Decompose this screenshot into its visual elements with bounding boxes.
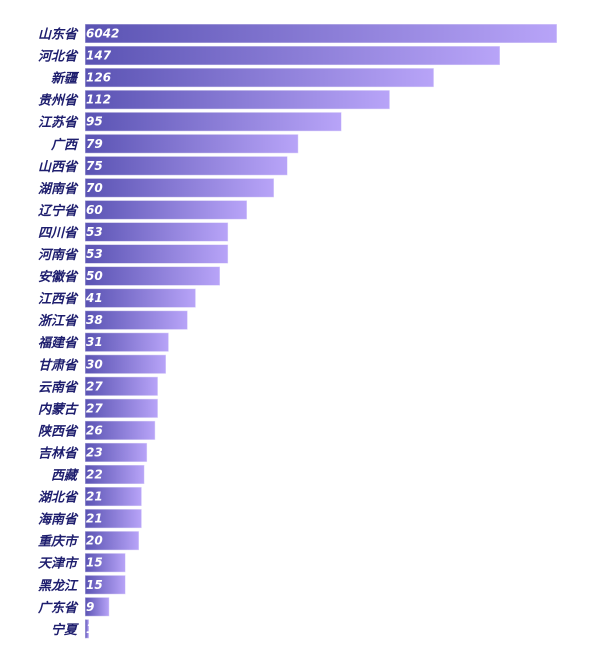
bar <box>84 618 90 639</box>
bar <box>84 354 167 375</box>
value-label: 26 <box>86 423 103 437</box>
value-label: 75 <box>86 159 103 173</box>
category-label: 黑龙江 <box>38 578 79 594</box>
bar <box>84 464 145 485</box>
category-label: 江苏省 <box>38 115 79 131</box>
bar <box>84 111 342 132</box>
value-label: 126 <box>86 71 111 85</box>
category-label: 广东省 <box>37 600 79 616</box>
category-label: 湖北省 <box>38 490 79 506</box>
value-label: 15 <box>86 556 103 570</box>
value-label: 53 <box>86 225 103 239</box>
value-label: 38 <box>86 313 103 327</box>
bar <box>84 574 126 595</box>
value-label: 27 <box>86 379 103 393</box>
category-label: 陕西省 <box>38 423 79 439</box>
category-label: 西藏 <box>51 468 80 484</box>
value-label: 60 <box>86 203 103 217</box>
bar <box>84 244 229 264</box>
category-label: 四川省 <box>38 225 79 241</box>
value-label: 1 <box>86 622 94 636</box>
value-label: 6042 <box>86 27 119 41</box>
category-label: 河南省 <box>38 247 79 263</box>
value-label: 21 <box>86 490 103 504</box>
bar <box>84 398 159 419</box>
bar <box>84 332 170 353</box>
bar <box>84 67 435 88</box>
bar <box>84 221 229 242</box>
bar <box>84 442 148 463</box>
value-label: 53 <box>86 247 103 261</box>
category-label: 山东省 <box>38 27 79 43</box>
value-label: 50 <box>86 269 103 283</box>
bar <box>84 420 156 441</box>
category-label: 内蒙古 <box>38 401 79 417</box>
category-label: 吉林省 <box>38 445 79 461</box>
bar <box>84 266 221 287</box>
category-label: 宁夏 <box>51 622 79 638</box>
bar <box>84 486 143 507</box>
category-label: 海南省 <box>38 512 79 528</box>
category-label: 湖南省 <box>38 181 79 197</box>
category-label: 重庆市 <box>38 534 79 550</box>
category-label: 甘肃省 <box>38 357 79 373</box>
value-label: 20 <box>86 534 103 548</box>
bar <box>84 155 288 176</box>
category-label: 山西省 <box>38 159 79 175</box>
bar <box>84 376 159 397</box>
value-label: 27 <box>86 401 103 415</box>
category-label: 广西 <box>50 137 80 153</box>
category-label: 安徽省 <box>38 269 79 285</box>
category-label: 贵州省 <box>38 93 79 109</box>
value-label: 95 <box>86 115 103 129</box>
bar <box>84 199 248 220</box>
value-label: 147 <box>86 49 112 63</box>
value-label: 21 <box>86 512 103 526</box>
bar <box>84 23 558 44</box>
value-label: 9 <box>86 600 94 614</box>
category-label: 浙江省 <box>38 313 79 329</box>
category-label: 天津市 <box>38 556 79 572</box>
bar <box>84 596 110 617</box>
value-label: 112 <box>86 93 111 107</box>
value-label: 23 <box>86 445 103 459</box>
value-label: 15 <box>86 578 103 592</box>
value-label: 70 <box>86 181 103 195</box>
bar <box>84 288 197 309</box>
bar <box>84 310 189 331</box>
value-label: 79 <box>86 137 103 151</box>
category-label: 辽宁省 <box>38 203 79 219</box>
category-label: 福建省 <box>38 335 79 351</box>
value-label: 22 <box>86 468 103 482</box>
value-label: 41 <box>85 291 103 305</box>
bar <box>84 89 391 110</box>
bar <box>84 508 143 529</box>
category-label: 云南省 <box>38 379 79 395</box>
bar <box>84 530 140 551</box>
category-label: 新疆 <box>51 71 80 87</box>
category-label: 江西省 <box>38 291 79 307</box>
value-label: 30 <box>86 357 103 371</box>
bar <box>84 177 275 198</box>
bar <box>84 552 126 573</box>
category-label: 河北省 <box>38 49 79 65</box>
bar <box>84 45 501 66</box>
value-label: 31 <box>86 335 103 349</box>
bar <box>84 133 299 154</box>
